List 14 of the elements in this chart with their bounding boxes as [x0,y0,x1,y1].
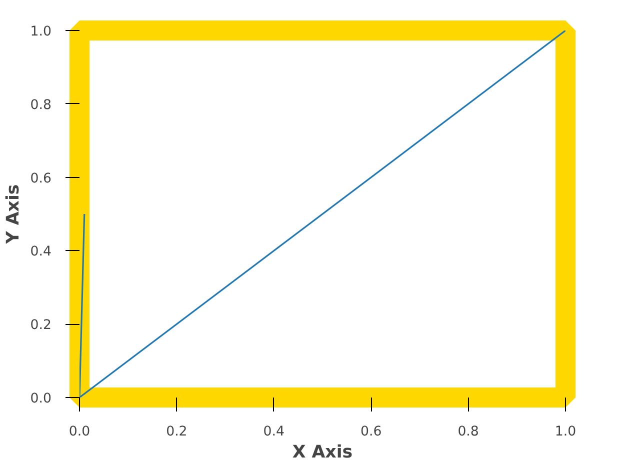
y-tick-label: 1.0 [30,24,52,40]
y-tick-label: 0.2 [30,318,52,334]
y-axis-title: Y Axis [3,184,24,245]
x-tick-label: 0.8 [458,424,479,440]
x-tick-label: 0.6 [360,424,382,440]
y-tick-label: 0.6 [30,171,52,186]
y-tick-label: 0.0 [30,392,52,406]
x-tick-label: 0.2 [166,424,188,440]
x-tick-label: 1.0 [554,424,576,440]
x-tick-label: 0.4 [263,424,285,440]
y-tick-label: 0.8 [30,98,52,113]
y-tick-label: 0.4 [30,244,52,260]
x-tick-label: 0.0 [68,424,90,440]
x-axis-title: X Axis [292,442,353,462]
